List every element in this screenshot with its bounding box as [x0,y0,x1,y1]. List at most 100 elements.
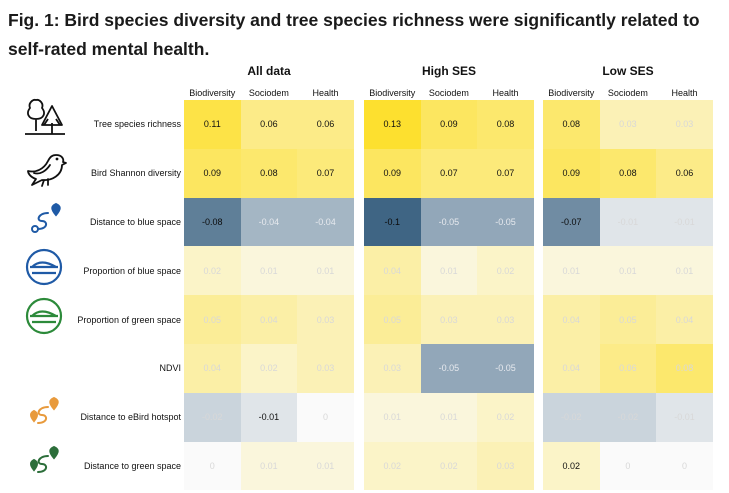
route-orange-icon [30,396,59,424]
heatmap-cell: 0.09 [364,148,421,198]
heatmap-cell: 0 [599,441,657,491]
blue-circle-icon [25,248,63,286]
heatmap-cell: 0.04 [184,344,241,393]
column-label: Sociodem [428,88,469,98]
column-label: Sociodem [607,88,648,98]
column-label: Biodiversity [548,88,595,98]
heatmap-cell: -0.01 [656,392,713,442]
heatmap-cell: 0.01 [364,392,421,442]
heatmap-cell: 0 [184,441,241,491]
heatmap-cell: 0.09 [184,148,241,198]
heatmap-cell: 0.01 [240,441,298,491]
heatmap-cell: 0.01 [297,246,354,296]
green-circle-icon [25,297,63,335]
row-label: NDVI [159,363,181,374]
heatmap-cell: 0.06 [656,148,713,198]
heatmap-cell: -0.05 [477,197,534,247]
heatmap-cell: 0.03 [477,441,534,491]
heatmap-cell: 0.02 [543,441,600,491]
bird-icon [27,154,67,187]
row-label: Distance to eBird hotspot [80,412,181,423]
panel-title: High SES [421,64,476,78]
heatmap-cell: 0.08 [599,148,657,198]
route-blue-icon [31,202,61,233]
heatmap-cell: 0.11 [184,100,241,149]
heatmap-cell: 0.04 [240,295,298,344]
heatmap-cell: 0.08 [240,148,298,198]
heatmap-cell: 0.13 [364,100,421,149]
heatmap-cell: -0.02 [543,392,600,442]
heatmap-cell: 0.01 [543,246,600,296]
trees-icon [25,98,65,135]
heatmap-cell: -0.07 [543,197,600,247]
heatmap-cell: 0.08 [477,100,534,149]
heatmap-cell: 0.01 [420,392,478,442]
row-label: Bird Shannon diversity [90,168,181,179]
heatmap-cell: 0 [297,392,354,442]
heatmap-cell: -0.01 [656,197,713,247]
row-label: Tree species richness [93,119,181,130]
heatmap-cell: 0.08 [543,100,600,149]
heatmap-cell: 0.06 [240,100,298,149]
heatmap-cell: 0.02 [364,441,421,491]
heatmap-cell: 0.02 [477,392,534,442]
heatmap-cell: -0.04 [297,197,354,247]
heatmap-cell: 0.09 [420,100,478,149]
column-label: Health [671,88,698,98]
column-label: Biodiversity [369,88,416,98]
heatmap-cell: -0.01 [599,197,657,247]
heatmap-cell: -0.02 [184,392,241,442]
heatmap-cell: -0.02 [599,392,657,442]
route-green-icon [30,445,59,473]
heatmap-cell: 0.03 [364,344,421,393]
heatmap-cell: 0.07 [477,148,534,198]
heatmap-cell: 0.03 [656,100,713,149]
heatmap-cell: 0 [656,441,713,491]
row-label: Proportion of blue space [83,265,181,276]
heatmap-cell: 0.04 [364,246,421,296]
heatmap-cell: 0.09 [543,148,600,198]
heatmap-cell: -0.05 [477,344,534,393]
column-label: Biodiversity [189,88,236,98]
heatmap-cell: 0.01 [420,246,478,296]
panel-title: Low SES [602,64,654,78]
heatmap-cell: 0.02 [477,246,534,296]
heatmap-cell: 0.01 [599,246,657,296]
heatmap-cell: 0.03 [297,344,354,393]
column-label: Health [492,88,519,98]
heatmap-cell: 0.01 [656,246,713,296]
heatmap-cell: 0.06 [599,344,657,393]
heatmap-cell: 0.02 [184,246,241,296]
heatmap-cell: -0.04 [240,197,298,247]
heatmap-cell: 0.04 [656,295,713,344]
heatmap-cell: 0.04 [543,295,600,344]
heatmap-cell: 0.04 [543,344,600,393]
heatmap-cell: 0.03 [599,100,657,149]
row-label: Distance to blue space [89,217,181,227]
heatmap-cell: -0.05 [420,197,478,247]
heatmap-cell: 0.06 [297,100,354,149]
heatmap-cell: 0.03 [297,295,354,344]
heatmap-cell: 0.01 [240,246,298,296]
heatmap-cell: 0.07 [420,148,478,198]
heatmap-cell: 0.07 [297,148,354,198]
panel-title: All data [247,64,291,78]
heatmap-cell: 0.05 [599,295,657,344]
row-label: Distance to green space [83,461,181,471]
heatmap-cell: 0.08 [656,344,713,393]
heatmap-cell: 0.03 [420,295,478,344]
heatmap-cell: -0.01 [240,392,298,442]
heatmap-cell: 0.05 [184,295,241,344]
column-label: Sociodem [248,88,289,98]
heatmap-cell: 0.02 [420,441,478,491]
heatmap-cell: 0.01 [297,441,354,491]
heatmap-cell: 0.02 [240,344,298,393]
heatmap-cell: 0.03 [477,295,534,344]
column-label: Health [312,88,339,98]
heatmap-cell: -0.05 [420,344,478,393]
heatmap-cell: -0.1 [364,197,421,247]
row-label: Proportion of green space [77,314,181,325]
figure-title: Fig. 1: Bird species diversity and tree … [8,10,700,59]
heatmap-cell: 0.05 [364,295,421,344]
heatmap-cell: -0.08 [184,197,241,247]
